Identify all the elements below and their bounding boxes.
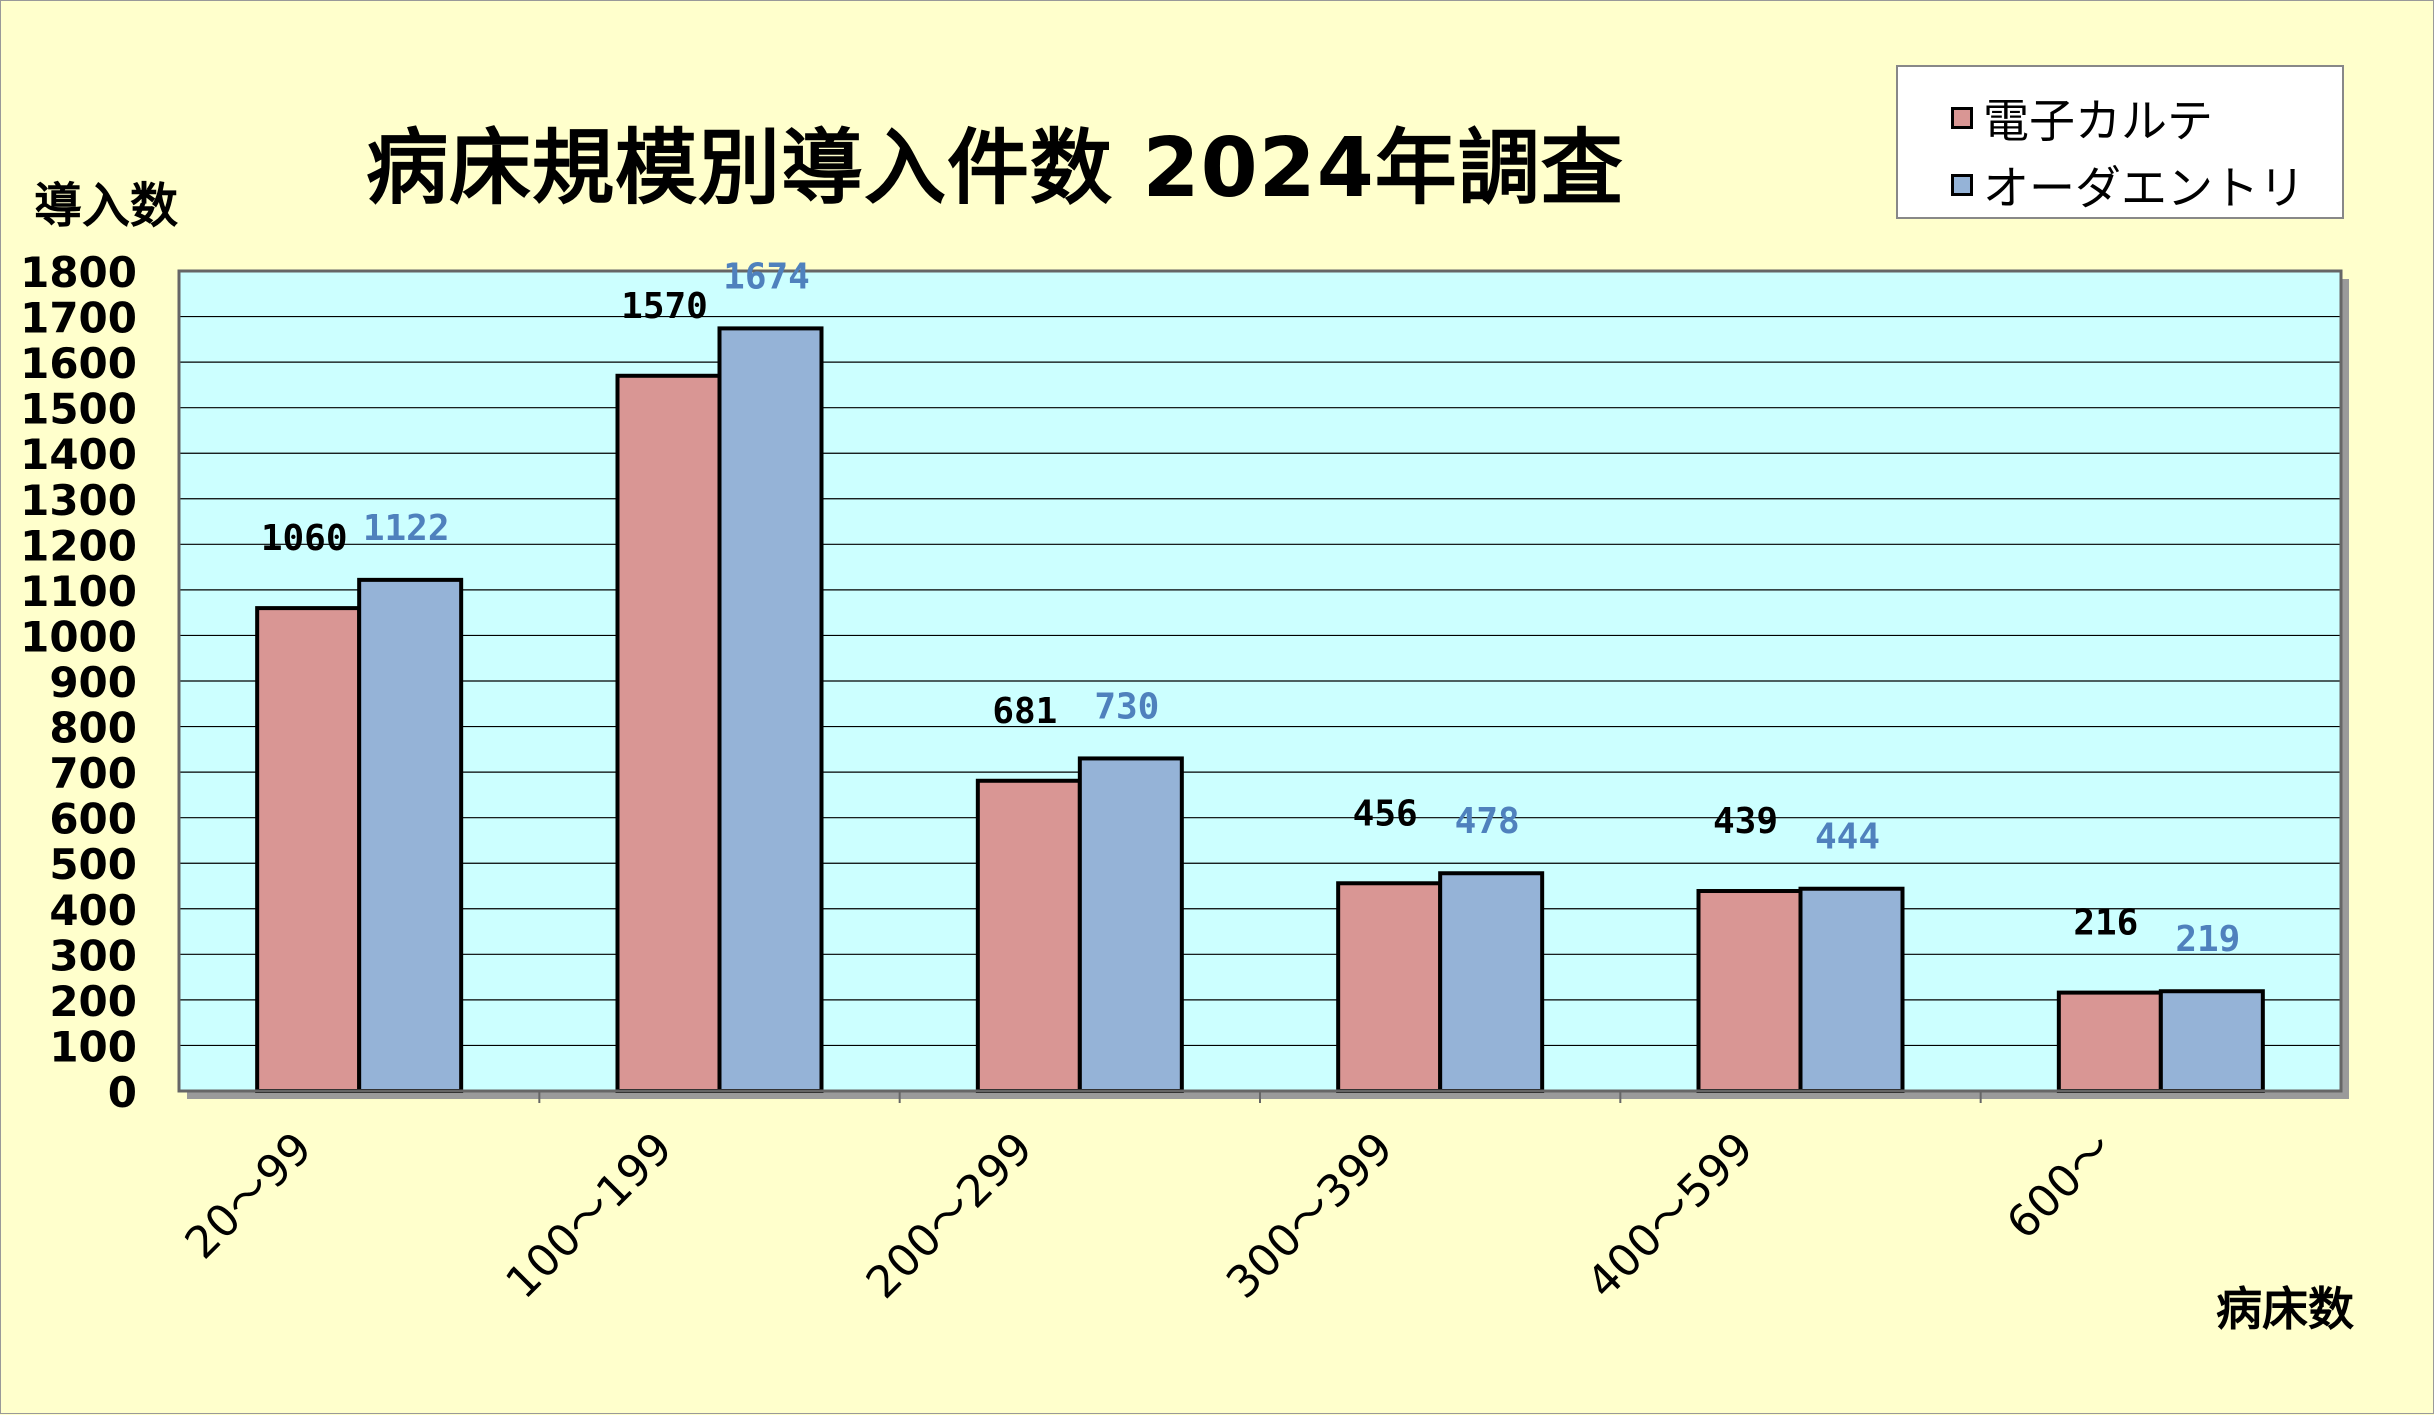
y-tick-label: 1200	[20, 521, 137, 570]
legend-item-series-2: オーダエントリ	[1951, 152, 2305, 218]
legend-swatch-series-1	[1951, 107, 1973, 129]
x-tick-label: 300～399	[1217, 1123, 1403, 1309]
bar-series-2	[2158, 989, 2265, 1094]
data-label: 1674	[723, 256, 810, 297]
bar-series-2	[1077, 756, 1184, 1093]
data-label: 456	[1353, 793, 1418, 834]
bar-series-2	[1798, 886, 1905, 1093]
bar-series-1	[975, 778, 1082, 1093]
bar-series-1	[615, 373, 722, 1093]
x-tick-label: 400～599	[1577, 1123, 1763, 1309]
data-label: 730	[1094, 686, 1159, 727]
y-tick-label: 1000	[20, 612, 137, 661]
bar-series-1	[1336, 881, 1443, 1093]
y-tick-label: 1600	[20, 339, 137, 388]
data-label: 444	[1815, 817, 1880, 858]
y-tick-label: 1500	[20, 385, 137, 434]
y-tick-label: 1800	[20, 248, 137, 297]
y-tick-label: 1400	[20, 430, 137, 479]
data-label: 219	[2175, 919, 2240, 960]
bar-series-2	[357, 577, 464, 1093]
y-tick-label: 800	[49, 704, 137, 753]
data-label: 681	[992, 691, 1057, 732]
y-tick-label: 100	[49, 1022, 137, 1071]
x-tick-label: 100～199	[496, 1123, 682, 1309]
y-tick-label: 200	[49, 977, 137, 1026]
bar-series-2	[1438, 871, 1545, 1093]
bar-series-2	[717, 326, 824, 1093]
legend: 電子カルテ オーダエントリ	[1896, 65, 2344, 219]
data-label: 478	[1455, 801, 1520, 842]
y-tick-label: 900	[49, 658, 137, 707]
bar-series-1	[1696, 889, 1803, 1093]
y-tick-label: 500	[49, 840, 137, 889]
y-tick-label: 1100	[20, 567, 137, 616]
y-tick-label: 400	[49, 886, 137, 935]
legend-swatch-series-2	[1951, 174, 1973, 196]
data-label: 439	[1713, 801, 1778, 842]
data-label: 1122	[363, 508, 450, 549]
x-tick-label: 200～299	[857, 1123, 1043, 1309]
y-axis-label: 導入数	[34, 178, 179, 234]
data-label: 1570	[621, 286, 708, 327]
y-tick-label: 1300	[20, 476, 137, 525]
bar-series-1	[255, 606, 362, 1093]
x-tick-label: 600～	[1997, 1123, 2124, 1250]
y-tick-label: 600	[49, 795, 137, 844]
data-label: 216	[2073, 903, 2138, 944]
y-tick-label: 1700	[20, 294, 137, 343]
y-tick-label: 700	[49, 749, 137, 798]
y-tick-label: 300	[49, 931, 137, 980]
legend-label-series-1: 電子カルテ	[1983, 94, 2213, 148]
legend-label-series-2: オーダエントリ	[1983, 161, 2305, 215]
x-tick-label: 20～99	[176, 1123, 322, 1269]
y-tick-label: 0	[108, 1068, 137, 1117]
data-label: 1060	[261, 518, 348, 559]
x-axis-label: 病床数	[2216, 1282, 2354, 1336]
chart-title: 病床規模別導入件数 2024年調査	[366, 121, 1624, 216]
bar-series-1	[2056, 990, 2163, 1093]
legend-item-series-1: 電子カルテ	[1951, 85, 2213, 151]
